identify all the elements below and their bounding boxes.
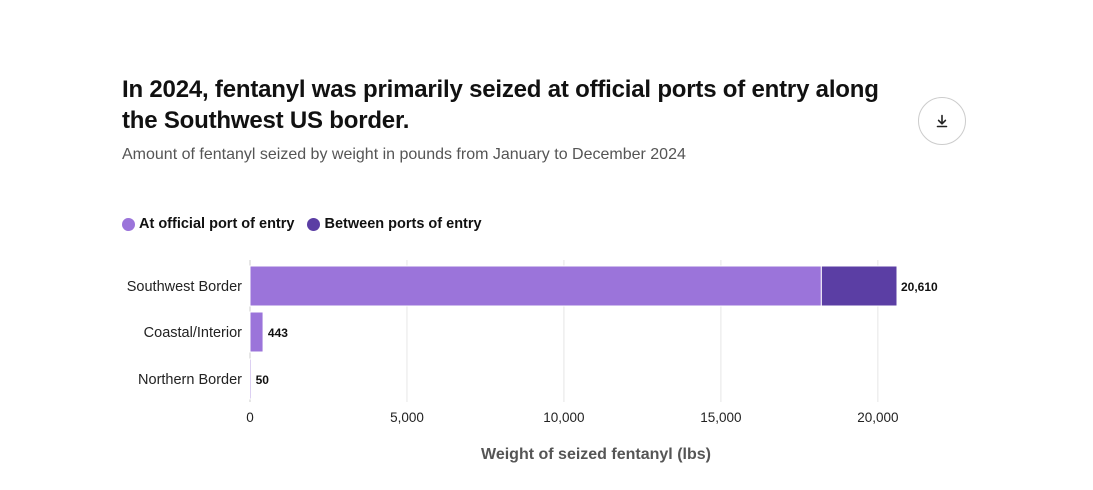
bars xyxy=(249,265,898,400)
download-button[interactable] xyxy=(918,97,966,145)
value-label: 443 xyxy=(268,326,288,340)
chart-title: In 2024, fentanyl was primarily seized a… xyxy=(122,76,879,134)
x-tick-label: 10,000 xyxy=(543,410,584,425)
bar-between xyxy=(250,358,253,400)
category-label: Southwest Border xyxy=(127,279,242,295)
value-label: 50 xyxy=(256,373,270,387)
download-icon xyxy=(936,114,948,128)
legend-label-between: Between ports of entry xyxy=(324,216,482,232)
x-axis-title: Weight of seized fentanyl (lbs) xyxy=(481,446,711,463)
legend-label-port: At official port of entry xyxy=(139,216,295,232)
chart-subtitle: Amount of fentanyl seized by weight in p… xyxy=(122,146,686,163)
x-tick-label: 0 xyxy=(246,410,254,425)
value-label: 20,610 xyxy=(901,280,938,294)
legend-item-between[interactable]: Between ports of entry xyxy=(307,216,482,232)
legend: At official port of entry Between ports … xyxy=(122,216,482,232)
x-tick-label: 15,000 xyxy=(700,410,741,425)
category-label: Northern Border xyxy=(138,372,242,388)
legend-item-port[interactable]: At official port of entry xyxy=(122,216,294,232)
category-label: Coastal/Interior xyxy=(144,325,242,341)
legend-swatch-port xyxy=(122,217,135,231)
bar-between xyxy=(262,311,265,353)
value-labels: 20,610 443 50 xyxy=(256,280,938,387)
bar-port xyxy=(249,311,264,353)
x-axis-ticks: 0 5,000 10,000 15,000 20,000 xyxy=(246,410,898,425)
x-tick-label: 20,000 xyxy=(857,410,898,425)
category-labels: Southwest Border Coastal/Interior Northern… xyxy=(127,279,242,388)
bar-between xyxy=(820,265,898,307)
bar-port xyxy=(249,265,822,307)
legend-swatch-between xyxy=(307,217,321,231)
x-tick-label: 5,000 xyxy=(390,410,424,425)
